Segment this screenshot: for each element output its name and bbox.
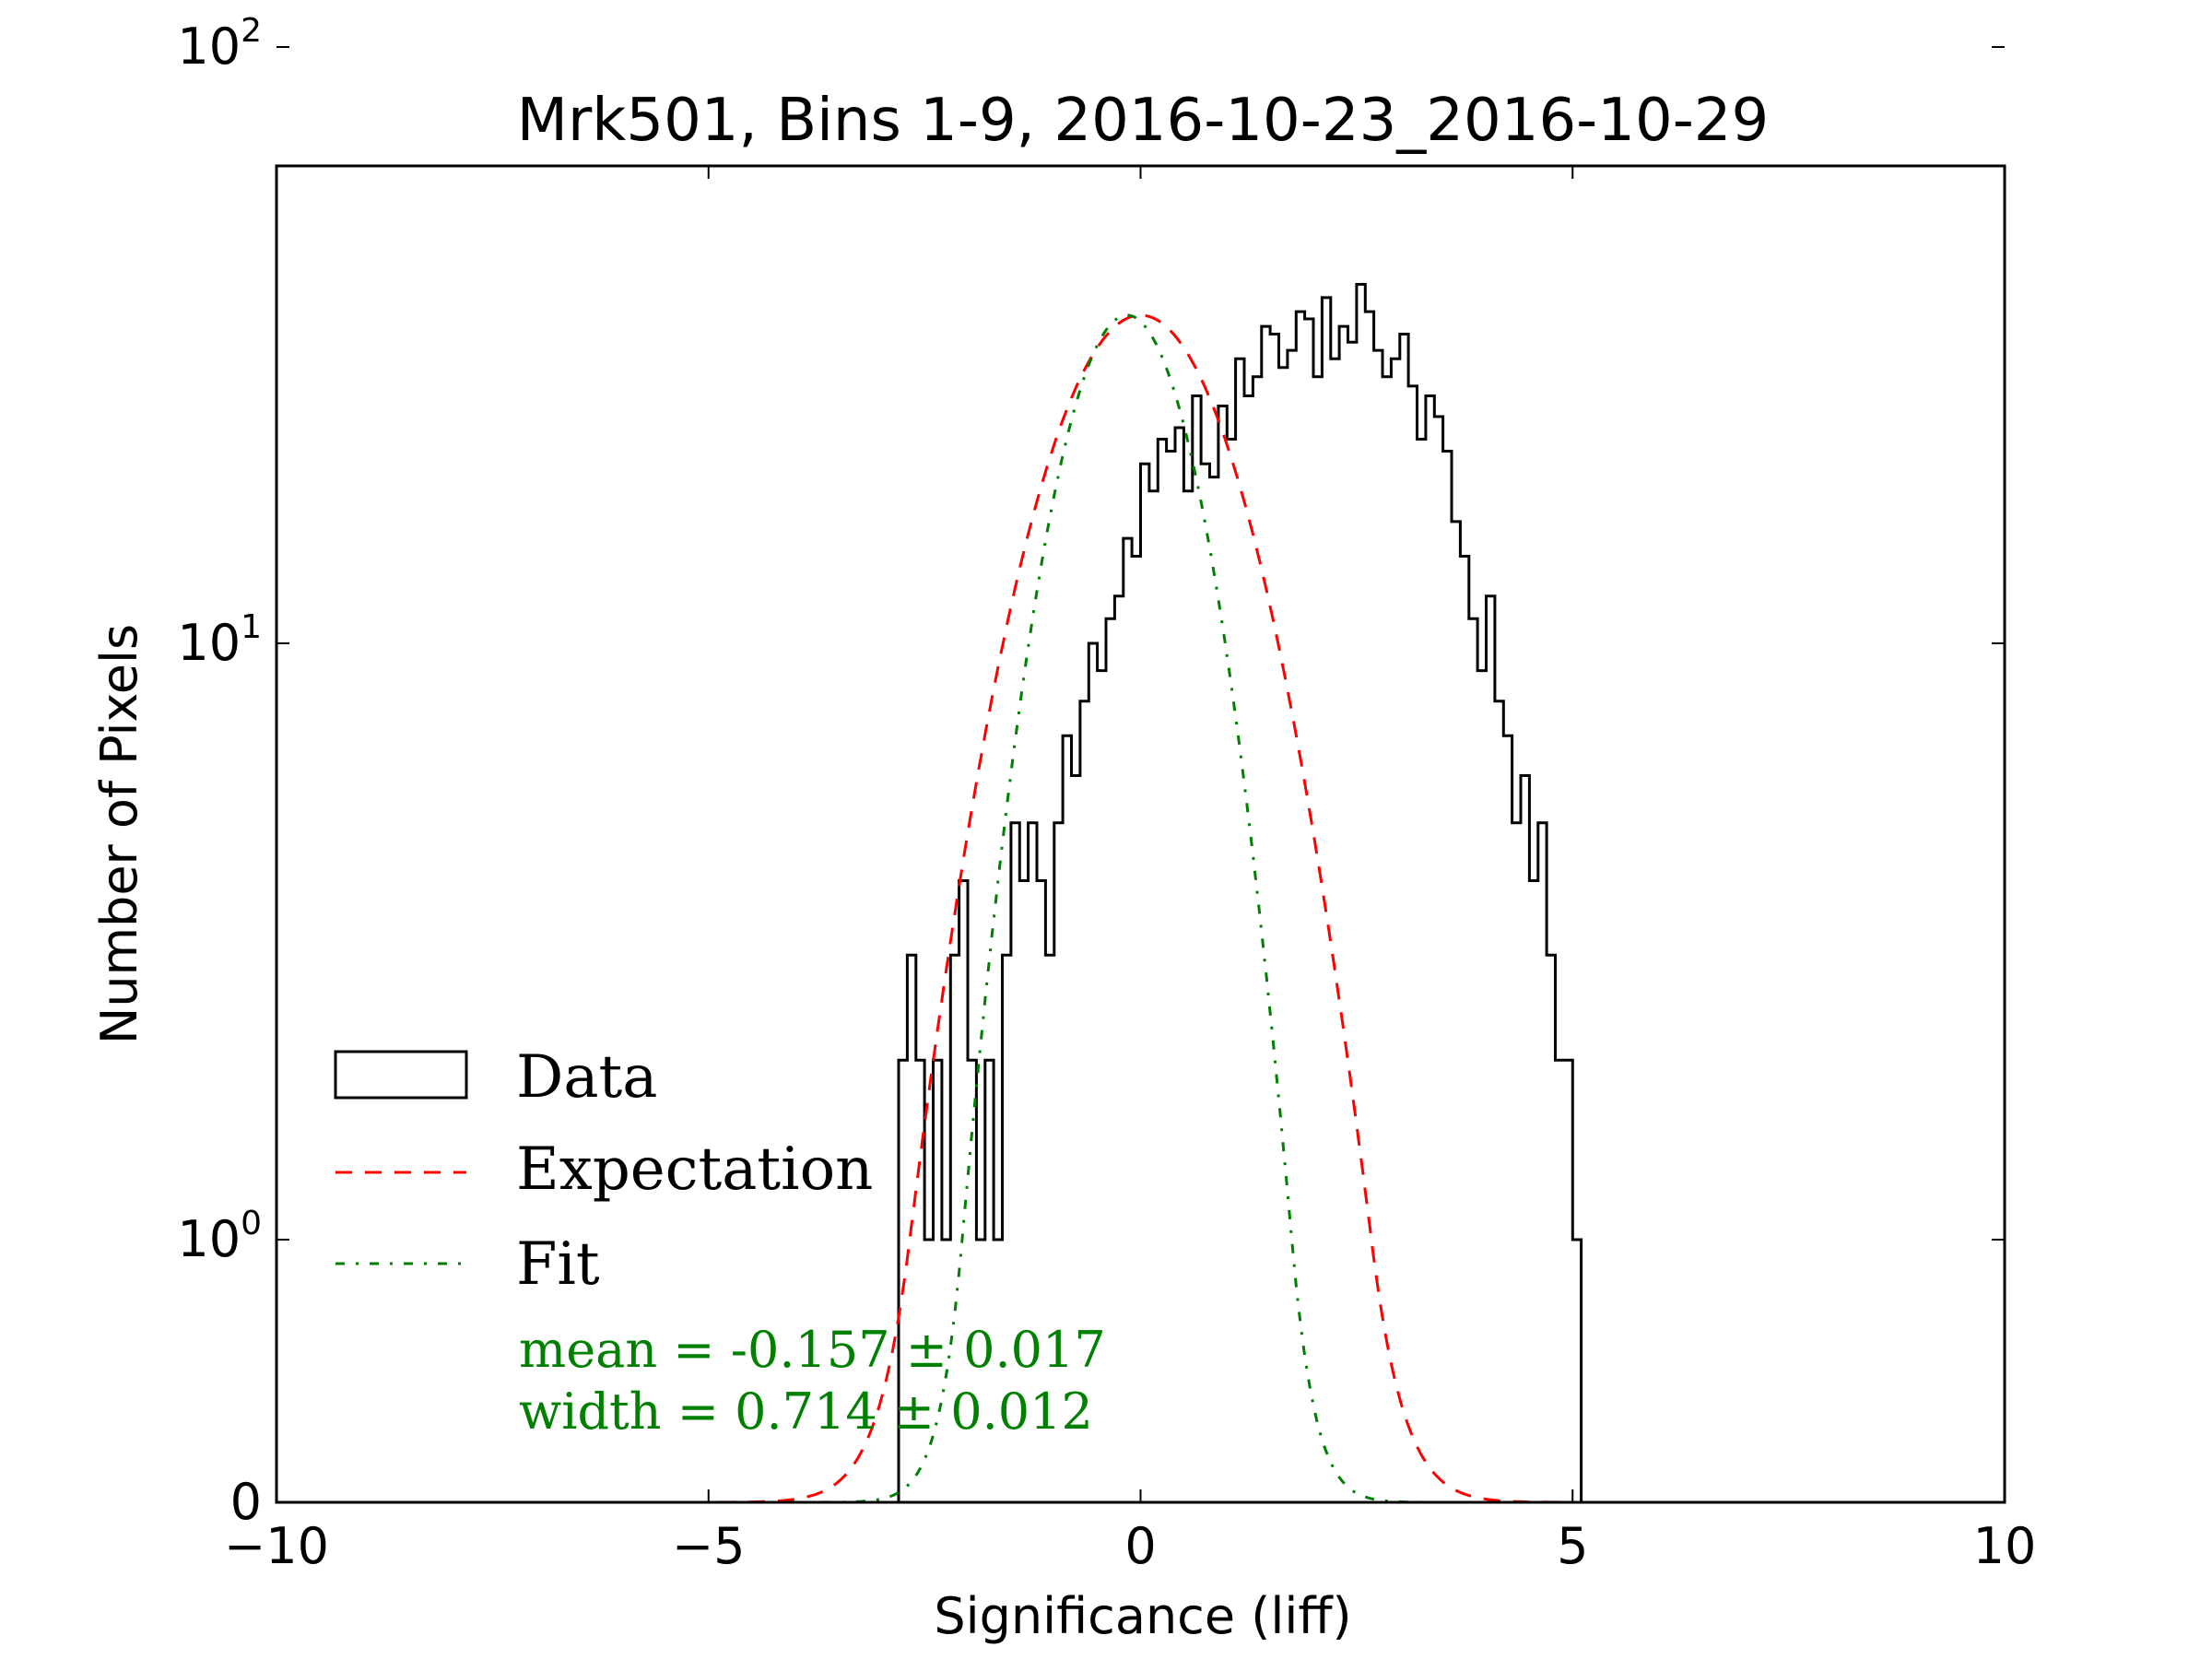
plot-area xyxy=(276,283,2005,1502)
legend-label-fit: Fit xyxy=(516,1230,600,1299)
y-tick-label-base: 0 xyxy=(230,1473,262,1531)
y-axis-label: Number of Pixels xyxy=(90,624,148,1044)
y-tick-label: 0 xyxy=(230,1473,262,1531)
data-histogram xyxy=(897,283,1590,1502)
x-tick-label: 0 xyxy=(1124,1517,1156,1575)
legend-data-swatch xyxy=(334,1050,468,1100)
x-tick-label: −10 xyxy=(224,1517,329,1575)
y-tick-label: 101 xyxy=(177,608,262,672)
y-tick-label: 100 xyxy=(177,1205,262,1268)
legend-label-data: Data xyxy=(516,1043,657,1112)
y-tick-label-base: 10 xyxy=(177,1210,241,1268)
x-axis-label: Significance (liff) xyxy=(934,1587,1351,1645)
y-tick-label-base: 10 xyxy=(177,18,241,76)
y-tick-label-exponent: 1 xyxy=(241,608,262,646)
y-tick-label-exponent: 2 xyxy=(241,12,262,50)
legend-label-expectation: Expectation xyxy=(516,1135,873,1204)
legend: Data Expectation Fit xyxy=(334,1043,873,1299)
y-tick-label-base: 10 xyxy=(177,614,241,672)
x-tick-label: −5 xyxy=(672,1517,746,1575)
x-tick-label: 5 xyxy=(1557,1517,1588,1575)
chart-title: Mrk501, Bins 1-9, 2016-10-23_2016-10-29 xyxy=(517,87,1769,155)
fit-mean-annotation: mean = -0.157 ± 0.017 xyxy=(519,1321,1106,1379)
y-tick-label: 102 xyxy=(177,12,262,76)
fit-width-annotation: width = 0.714 ± 0.012 xyxy=(519,1382,1093,1441)
x-tick-label: 10 xyxy=(1973,1517,2037,1575)
y-tick-label-exponent: 0 xyxy=(241,1205,262,1242)
